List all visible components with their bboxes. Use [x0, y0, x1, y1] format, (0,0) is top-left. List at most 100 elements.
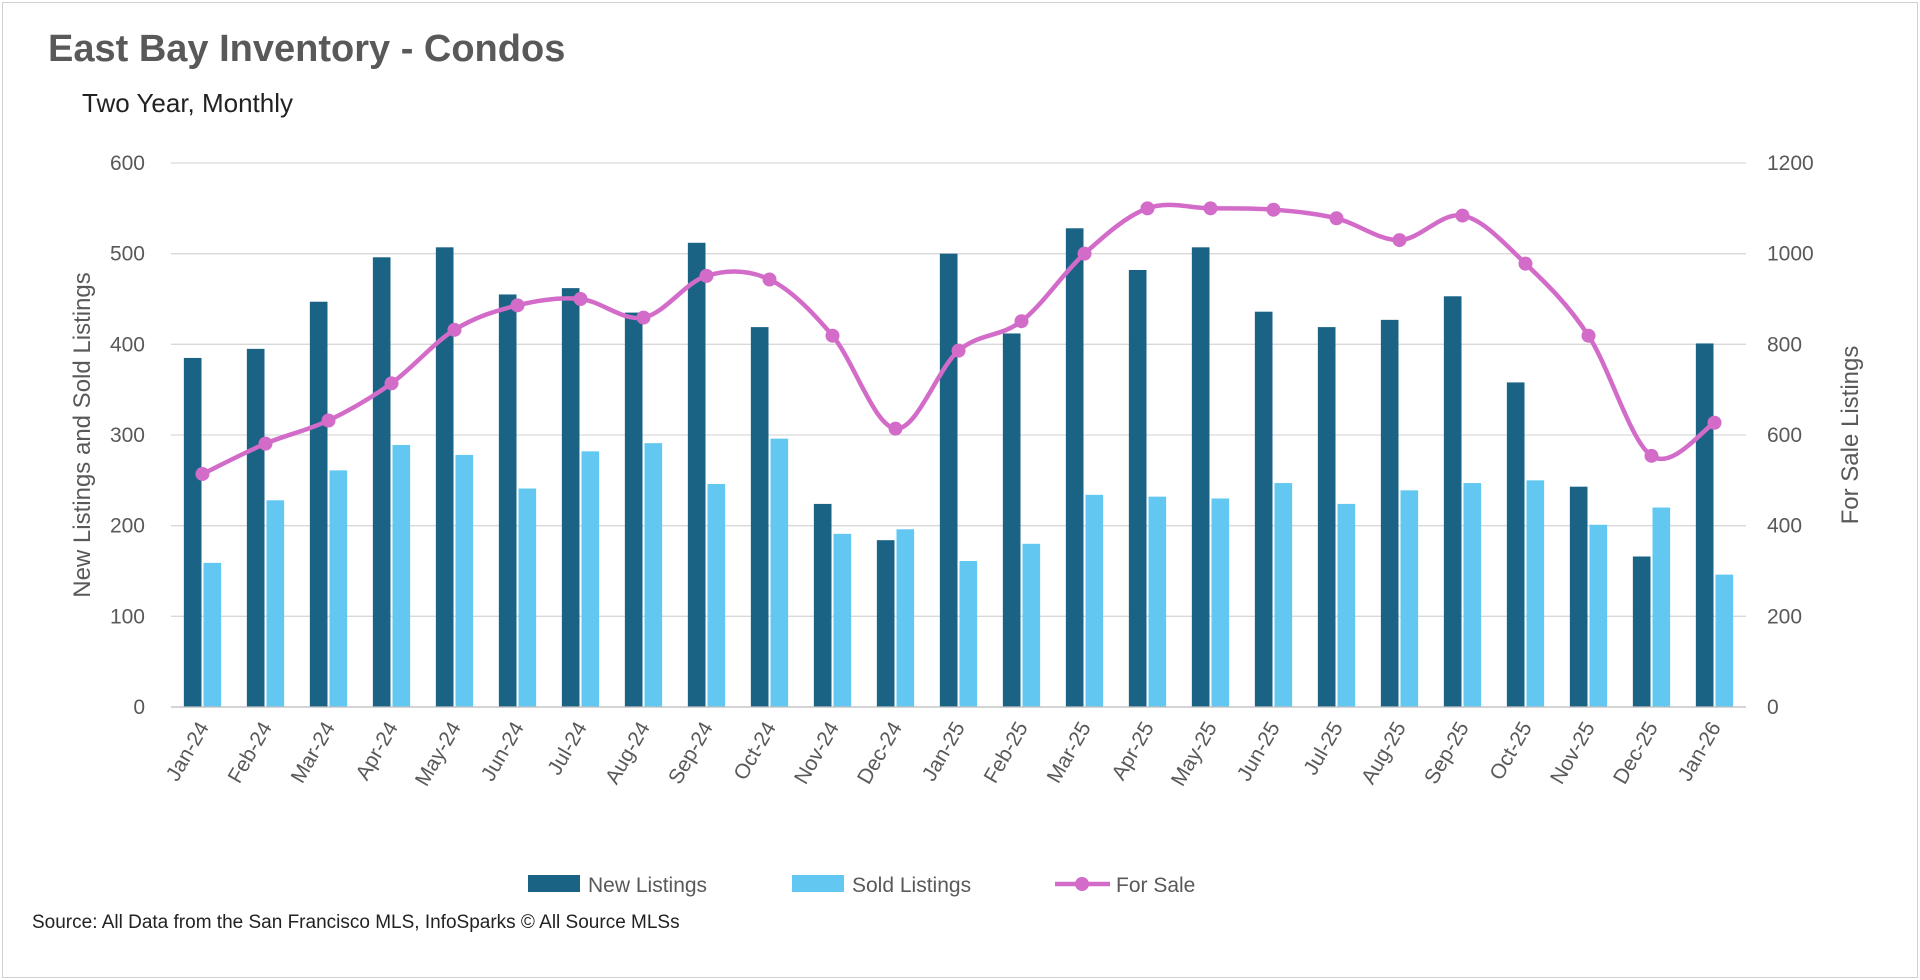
x-tick-label: May-24 [411, 718, 466, 790]
y2-tick-label: 600 [1767, 424, 1802, 447]
x-tick-label: Jul-25 [1299, 718, 1348, 779]
point-for-sale [195, 466, 210, 481]
bar-sold-listings [644, 443, 663, 707]
bar-new-listings [1569, 486, 1588, 707]
x-tick-label: Dec-24 [853, 718, 907, 788]
x-tick-label: Feb-25 [980, 718, 1033, 787]
point-for-sale [888, 421, 903, 436]
point-for-sale [1707, 415, 1722, 430]
bar-new-listings [1632, 556, 1651, 707]
bar-sold-listings [1022, 543, 1041, 707]
point-for-sale [636, 310, 651, 325]
x-tick-label: Sep-25 [1420, 718, 1474, 788]
y-tick-label: 200 [110, 515, 145, 538]
x-tick-label: Apr-25 [1107, 718, 1158, 784]
bar-new-listings [372, 257, 391, 707]
bar-sold-listings [1652, 507, 1671, 707]
point-for-sale [1329, 211, 1344, 226]
x-tick-label: Mar-24 [287, 718, 340, 787]
bar-new-listings [813, 503, 832, 707]
bar-new-listings [1128, 269, 1147, 707]
bar-new-listings [1317, 327, 1336, 707]
bar-new-listings [1695, 343, 1714, 707]
y-tick-label: 300 [110, 424, 145, 447]
bar-sold-listings [203, 562, 222, 707]
x-tick-label: Jul-24 [543, 718, 592, 779]
y2-tick-label: 200 [1767, 605, 1802, 628]
bar-new-listings [1380, 319, 1399, 707]
legend-label-new-listings: New Listings [588, 874, 707, 897]
bar-new-listings [1254, 311, 1273, 707]
bar-new-listings [876, 540, 895, 707]
point-for-sale [1140, 201, 1155, 216]
x-tick-label: Jun-24 [477, 718, 529, 785]
y-tick-label: 400 [110, 333, 145, 356]
point-for-sale [447, 322, 462, 337]
x-tick-label: Oct-25 [1485, 718, 1536, 784]
y-tick-label: 500 [110, 243, 145, 266]
legend-marker-for-sale [1075, 877, 1089, 891]
legend-swatch-new-listings [528, 875, 580, 892]
bar-new-listings [687, 242, 706, 707]
bar-new-listings [1065, 228, 1084, 707]
y-tick-label: 0 [133, 696, 145, 719]
point-for-sale [951, 343, 966, 358]
bar-sold-listings [266, 500, 285, 707]
bar-sold-listings [1715, 574, 1734, 707]
bar-sold-listings [770, 438, 789, 707]
bar-sold-listings [1589, 524, 1608, 707]
point-for-sale [1203, 201, 1218, 216]
point-for-sale [384, 376, 399, 391]
point-for-sale [1644, 448, 1659, 463]
bar-sold-listings [896, 529, 915, 707]
bar-sold-listings [1274, 483, 1293, 707]
chart-title: East Bay Inventory - Condos [48, 28, 566, 70]
bar-sold-listings [1148, 496, 1167, 707]
bar-sold-listings [392, 444, 411, 707]
legend-label-for-sale: For Sale [1116, 874, 1195, 897]
bar-sold-listings [959, 561, 978, 707]
x-tick-label: May-25 [1167, 718, 1222, 790]
bar-new-listings [435, 247, 454, 707]
point-for-sale [510, 298, 525, 313]
point-for-sale [1581, 328, 1596, 343]
line-for-sale [201, 202, 1716, 477]
y2-tick-label: 0 [1767, 696, 1779, 719]
y2-tick-label: 1200 [1767, 152, 1814, 175]
x-tick-label: Feb-24 [224, 718, 277, 787]
x-tick-label: Oct-24 [729, 718, 781, 784]
y2-tick-label: 800 [1767, 333, 1802, 356]
point-for-sale [1518, 256, 1533, 271]
x-tick-label: Mar-25 [1043, 718, 1096, 787]
point-for-sale [762, 272, 777, 287]
point-for-sale [1077, 246, 1092, 261]
x-tick-label: Aug-24 [601, 718, 655, 788]
x-tick-label: Jan-24 [162, 718, 214, 785]
point-for-sale [1455, 208, 1470, 223]
point-for-sale [573, 292, 588, 306]
y2-tick-label: 400 [1767, 515, 1802, 538]
y-tick-label: 100 [110, 605, 145, 628]
point-for-sale [825, 328, 840, 343]
y2-axis-label: For Sale Listings [1837, 346, 1864, 525]
legend-label-sold-listings: Sold Listings [852, 874, 971, 897]
bar-sold-listings [1400, 490, 1419, 707]
x-tick-label: Jan-25 [918, 718, 970, 785]
bar-sold-listings [1085, 494, 1104, 707]
y-tick-label: 600 [110, 152, 145, 175]
bar-new-listings [750, 327, 769, 707]
x-tick-label: Nov-24 [790, 718, 844, 788]
bar-new-listings [1002, 333, 1021, 707]
bar-sold-listings [833, 533, 852, 707]
bar-sold-listings [329, 470, 348, 707]
bar-new-listings [1191, 247, 1210, 707]
legend-swatch-sold-listings [792, 875, 844, 892]
bar-new-listings [561, 288, 580, 707]
point-for-sale [321, 413, 336, 428]
x-tick-label: Jun-25 [1233, 718, 1285, 785]
y-axis-label: New Listings and Sold Listings [69, 272, 96, 598]
bar-sold-listings [1463, 483, 1482, 707]
point-for-sale [1266, 202, 1281, 217]
